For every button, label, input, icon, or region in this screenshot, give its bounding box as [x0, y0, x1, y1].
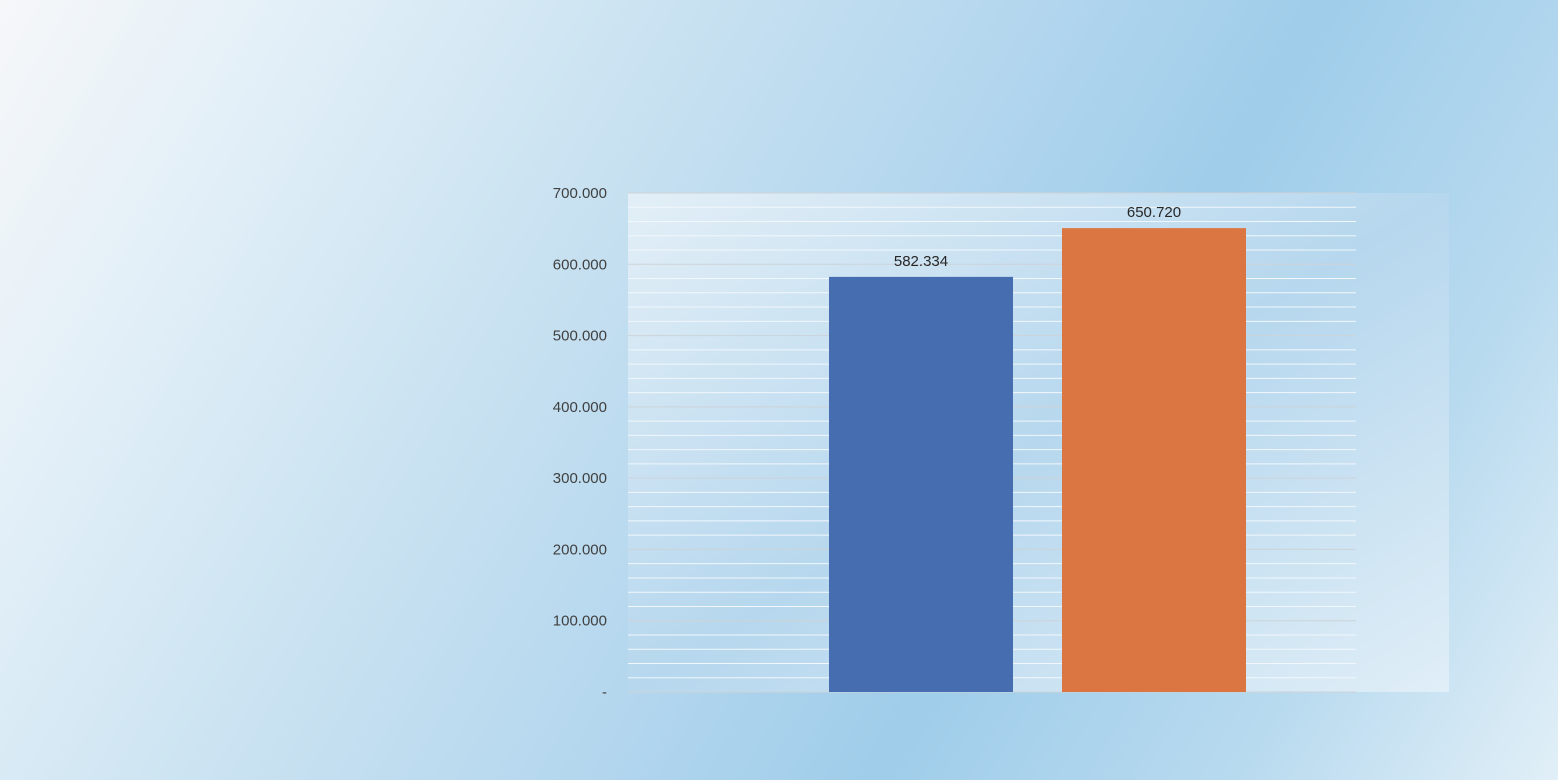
bars: [829, 228, 1246, 693]
y-axis-tick-labels: - 100.000 200.000 300.000 400.000 500.000 600.…: [553, 185, 607, 701]
y-tick-label: 600.000: [553, 256, 607, 273]
y-tick-label: 400.000: [553, 399, 607, 416]
bar-value-label: 582.334: [894, 253, 948, 270]
plot-area: [628, 193, 1449, 692]
y-tick-label: 100.000: [553, 613, 607, 630]
bar: [1062, 228, 1246, 693]
y-tick-label: 700.000: [553, 185, 607, 202]
bar-value-label: 650.720: [1127, 204, 1181, 221]
y-tick-label: 200.000: [553, 541, 607, 558]
data-labels: 582.334 650.720: [894, 204, 1181, 270]
y-tick-label: 300.000: [553, 470, 607, 487]
y-tick-label: -: [602, 684, 607, 701]
bar: [829, 276, 1013, 692]
y-tick-label: 500.000: [553, 328, 607, 345]
